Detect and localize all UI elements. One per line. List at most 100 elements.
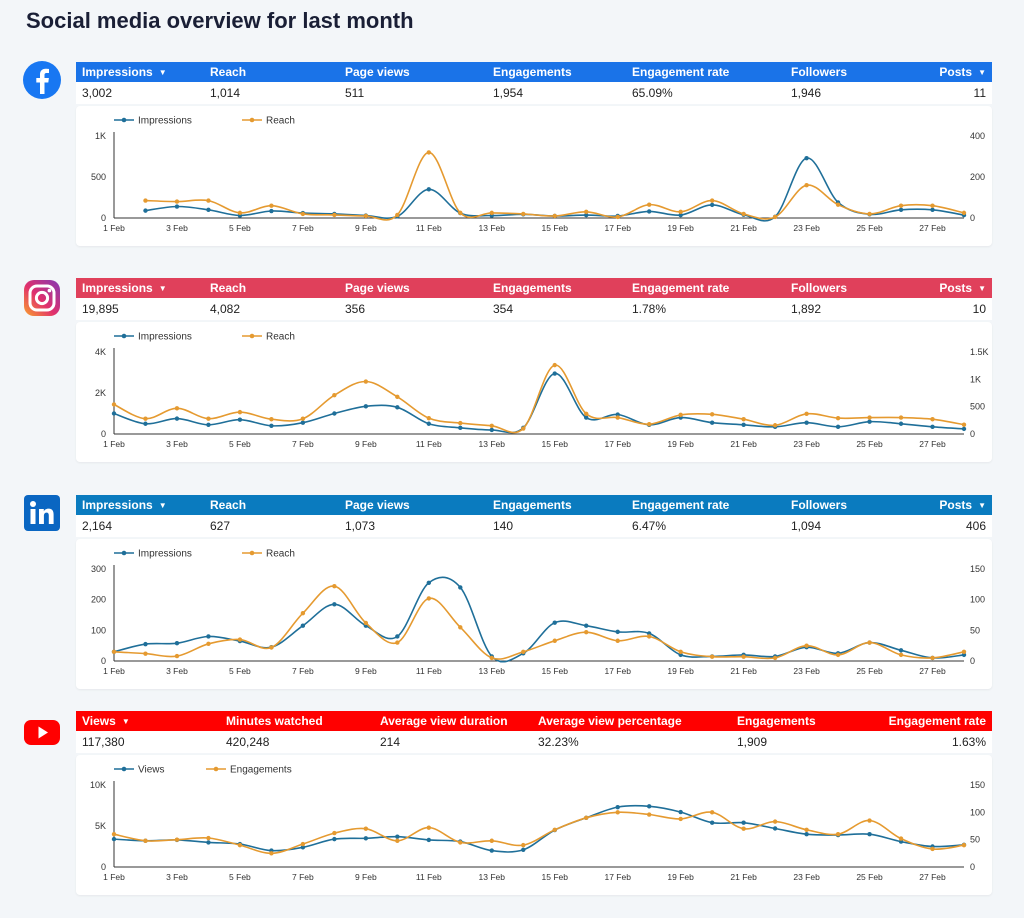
data-point[interactable] bbox=[646, 804, 652, 809]
data-point[interactable] bbox=[615, 629, 620, 635]
data-point[interactable] bbox=[835, 415, 841, 421]
sort-desc-icon[interactable]: ▼ bbox=[978, 68, 986, 77]
linkedin-column-header[interactable]: Page views bbox=[345, 495, 410, 515]
data-point[interactable] bbox=[363, 620, 369, 626]
data-point[interactable] bbox=[772, 819, 778, 824]
data-point[interactable] bbox=[678, 649, 683, 654]
data-point[interactable] bbox=[426, 415, 432, 421]
data-point[interactable] bbox=[269, 645, 274, 650]
data-point[interactable] bbox=[709, 820, 715, 825]
data-point[interactable] bbox=[174, 204, 180, 209]
linkedin-column-header[interactable]: Posts ▼ bbox=[939, 495, 986, 516]
data-point[interactable] bbox=[804, 827, 809, 833]
data-point[interactable] bbox=[111, 411, 117, 416]
data-point[interactable] bbox=[930, 203, 935, 208]
data-point[interactable] bbox=[237, 637, 243, 642]
data-point[interactable] bbox=[521, 847, 526, 852]
data-point[interactable] bbox=[898, 836, 904, 841]
linkedin-column-header[interactable]: Followers bbox=[791, 495, 847, 515]
data-point[interactable] bbox=[867, 640, 872, 645]
data-point[interactable] bbox=[426, 421, 432, 426]
data-point[interactable] bbox=[143, 416, 148, 421]
data-point[interactable] bbox=[426, 837, 432, 843]
instagram-column-header[interactable]: Impressions ▼ bbox=[82, 278, 167, 299]
instagram-column-header[interactable]: Engagement rate bbox=[632, 278, 729, 298]
data-point[interactable] bbox=[615, 415, 620, 420]
data-point[interactable] bbox=[174, 406, 180, 411]
data-point[interactable] bbox=[395, 834, 400, 839]
youtube-column-header[interactable]: Views ▼ bbox=[82, 711, 130, 732]
data-point[interactable] bbox=[363, 826, 369, 831]
data-point[interactable] bbox=[332, 602, 337, 607]
facebook-column-header[interactable]: Followers bbox=[791, 62, 847, 82]
data-point[interactable] bbox=[867, 419, 872, 424]
data-point[interactable] bbox=[678, 412, 683, 418]
data-point[interactable] bbox=[804, 183, 809, 188]
data-point[interactable] bbox=[709, 654, 715, 659]
data-point[interactable] bbox=[269, 208, 274, 214]
data-point[interactable] bbox=[206, 840, 211, 845]
data-point[interactable] bbox=[426, 596, 432, 601]
data-point[interactable] bbox=[395, 634, 400, 639]
data-point[interactable] bbox=[552, 620, 557, 625]
data-point[interactable] bbox=[646, 634, 652, 639]
legend-item[interactable]: Reach bbox=[242, 116, 295, 127]
data-point[interactable] bbox=[584, 209, 589, 215]
data-point[interactable] bbox=[741, 417, 746, 422]
data-point[interactable] bbox=[584, 815, 589, 820]
data-point[interactable] bbox=[961, 842, 967, 848]
data-point[interactable] bbox=[646, 421, 652, 427]
data-point[interactable] bbox=[804, 155, 809, 161]
data-point[interactable] bbox=[615, 214, 620, 220]
data-point[interactable] bbox=[111, 402, 117, 407]
legend-item[interactable]: Impressions bbox=[114, 116, 192, 127]
data-point[interactable] bbox=[237, 409, 243, 415]
data-point[interactable] bbox=[489, 838, 494, 843]
facebook-column-header[interactable]: Impressions ▼ bbox=[82, 62, 167, 83]
facebook-column-header[interactable]: Reach bbox=[210, 62, 246, 82]
data-point[interactable] bbox=[269, 851, 274, 856]
data-point[interactable] bbox=[741, 654, 746, 659]
data-point[interactable] bbox=[709, 202, 715, 208]
data-point[interactable] bbox=[269, 417, 274, 422]
data-point[interactable] bbox=[552, 827, 557, 833]
data-point[interactable] bbox=[206, 634, 211, 639]
data-point[interactable] bbox=[898, 415, 904, 420]
data-point[interactable] bbox=[489, 210, 494, 216]
data-point[interactable] bbox=[741, 820, 746, 825]
facebook-column-header[interactable]: Posts ▼ bbox=[939, 62, 986, 83]
data-point[interactable] bbox=[143, 651, 148, 656]
data-point[interactable] bbox=[552, 371, 557, 376]
sort-desc-icon[interactable]: ▼ bbox=[978, 501, 986, 510]
data-point[interactable] bbox=[584, 411, 589, 416]
data-point[interactable] bbox=[930, 417, 935, 422]
data-point[interactable] bbox=[300, 211, 306, 217]
data-point[interactable] bbox=[804, 643, 809, 648]
data-point[interactable] bbox=[363, 404, 369, 409]
data-point[interactable] bbox=[898, 203, 904, 208]
data-point[interactable] bbox=[678, 809, 683, 815]
data-point[interactable] bbox=[300, 623, 306, 628]
data-point[interactable] bbox=[615, 638, 620, 643]
data-point[interactable] bbox=[646, 631, 652, 636]
data-point[interactable] bbox=[709, 810, 715, 815]
data-point[interactable] bbox=[615, 804, 620, 810]
data-point[interactable] bbox=[741, 211, 746, 217]
data-point[interactable] bbox=[269, 423, 274, 428]
data-point[interactable] bbox=[930, 424, 935, 430]
data-point[interactable] bbox=[143, 641, 148, 647]
data-point[interactable] bbox=[206, 198, 211, 203]
data-point[interactable] bbox=[395, 838, 400, 843]
data-point[interactable] bbox=[804, 420, 809, 425]
data-point[interactable] bbox=[584, 629, 589, 635]
data-point[interactable] bbox=[489, 427, 494, 433]
data-point[interactable] bbox=[521, 649, 526, 654]
data-point[interactable] bbox=[206, 207, 211, 212]
data-point[interactable] bbox=[237, 842, 243, 848]
data-point[interactable] bbox=[521, 426, 526, 431]
linkedin-column-header[interactable]: Engagement rate bbox=[632, 495, 729, 515]
data-point[interactable] bbox=[961, 210, 967, 216]
data-point[interactable] bbox=[646, 209, 652, 214]
data-point[interactable] bbox=[206, 835, 211, 841]
data-point[interactable] bbox=[426, 580, 432, 585]
